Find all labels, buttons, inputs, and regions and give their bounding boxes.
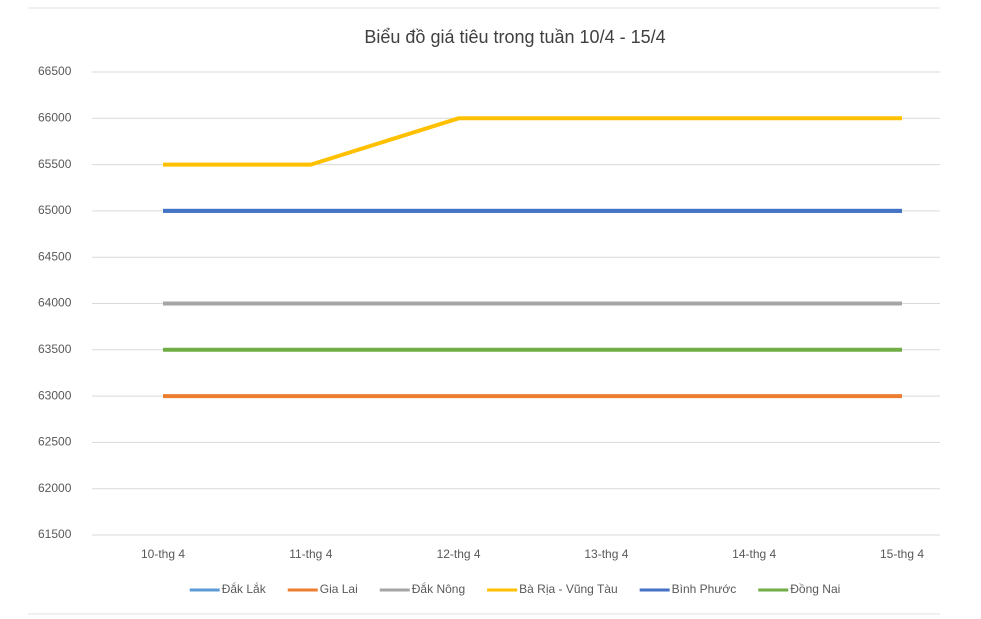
legend-label: Đắk Nông: [412, 581, 465, 596]
legend-label: Bình Phước: [672, 582, 737, 596]
y-tick-label: 62500: [38, 435, 72, 449]
series-line: [163, 116, 902, 167]
x-tick-label: 14-thg 4: [732, 547, 776, 561]
y-tick-label: 62000: [38, 481, 72, 495]
y-tick-label: 65000: [38, 203, 72, 217]
legend-label: Đắk Lắk: [222, 581, 267, 596]
legend-label: Gia Lai: [320, 582, 358, 596]
y-tick-label: 66500: [38, 64, 72, 78]
y-tick-label: 63000: [38, 388, 72, 402]
legend-label: Đồng Nai: [790, 582, 840, 596]
legend-label: Bà Rịa - Vũng Tàu: [519, 582, 618, 596]
chart-title: Biểu đồ giá tiêu trong tuần 10/4 - 15/4: [364, 27, 665, 47]
y-tick-label: 66000: [38, 110, 72, 124]
x-tick-label: 12-thg 4: [437, 547, 481, 561]
x-tick-label: 10-thg 4: [141, 547, 185, 561]
y-tick-label: 64000: [38, 296, 72, 310]
y-tick-label: 64500: [38, 249, 72, 263]
y-tick-label: 65500: [38, 157, 72, 171]
x-tick-label: 13-thg 4: [584, 547, 628, 561]
y-tick-label: 63500: [38, 342, 72, 356]
y-tick-label: 61500: [38, 527, 72, 541]
x-tick-label: 15-thg 4: [880, 547, 924, 561]
x-tick-label: 11-thg 4: [289, 547, 332, 561]
